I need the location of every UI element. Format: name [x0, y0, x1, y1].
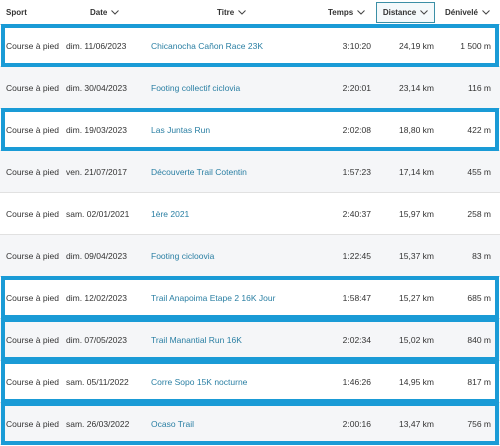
column-header-sport: Sport — [6, 0, 27, 25]
elevation-cell: 1 500 m — [460, 41, 491, 51]
distance-cell: 17,14 km — [399, 167, 434, 177]
column-header-date[interactable]: Date — [90, 0, 120, 25]
elevation-cell: 817 m — [467, 377, 491, 387]
activity-title-link[interactable]: Trail Manantial Run 16K — [151, 335, 242, 345]
activity-title-link[interactable]: Las Juntas Run — [151, 125, 211, 135]
activity-title-link[interactable]: Chicanocha Cañon Race 23K — [151, 41, 263, 51]
time-cell: 2:02:08 — [342, 125, 371, 135]
sport-cell: Course à pied — [6, 40, 59, 51]
activity-title-link[interactable]: 1ère 2021 — [151, 209, 190, 219]
chevron-down-icon — [238, 0, 247, 25]
distance-cell: 18,80 km — [399, 125, 434, 135]
date-cell: sam. 26/03/2022 — [66, 419, 130, 429]
date-cell: sam. 05/11/2022 — [66, 377, 129, 387]
activity-title-link[interactable]: Footing collectif ciclovia — [151, 83, 241, 93]
column-header-titre-label: Titre — [217, 8, 235, 17]
column-header-denivele[interactable]: Dénivelé — [445, 0, 490, 25]
time-cell: 1:58:47 — [342, 293, 371, 303]
date-cell: dim. 30/04/2023 — [66, 83, 127, 93]
activity-title-link[interactable]: Découverte Trail Cotentin — [151, 167, 247, 177]
sport-cell: Course à pied — [6, 166, 59, 177]
column-header-temps-label: Temps — [328, 8, 354, 17]
date-cell: ven. 21/07/2017 — [66, 167, 127, 177]
time-cell: 3:10:20 — [342, 41, 371, 51]
sport-cell: Course à pied — [6, 292, 59, 303]
time-cell: 1:46:26 — [342, 377, 371, 387]
sport-cell: Course à pied — [6, 376, 59, 387]
distance-cell: 14,95 km — [399, 377, 434, 387]
time-cell: 2:00:16 — [342, 419, 371, 429]
distance-cell: 13,47 km — [399, 419, 434, 429]
elevation-cell: 116 m — [468, 83, 491, 93]
time-cell: 1:22:45 — [342, 251, 371, 261]
chevron-down-icon — [357, 0, 366, 25]
sport-cell: Course à pied — [6, 418, 59, 429]
date-cell: dim. 09/04/2023 — [66, 251, 127, 261]
sport-cell: Course à pied — [6, 82, 59, 93]
table-row[interactable]: Course à pied dim. 12/02/2023 Trail Anap… — [0, 276, 500, 319]
chevron-down-icon — [420, 3, 429, 23]
time-cell: 2:02:34 — [342, 335, 371, 345]
table-row[interactable]: Course à pied sam. 05/11/2022 Corre Sopo… — [0, 360, 500, 403]
distance-cell: 24,19 km — [399, 41, 434, 51]
activity-title-link[interactable]: Footing cicloovia — [151, 251, 215, 261]
chevron-down-icon — [482, 0, 490, 25]
table-row[interactable]: Course à pied ven. 21/07/2017 Découverte… — [0, 151, 500, 193]
elevation-cell: 455 m — [467, 167, 491, 177]
elevation-cell: 685 m — [467, 293, 491, 303]
table-row[interactable]: Course à pied dim. 09/04/2023 Footing ci… — [0, 235, 500, 277]
table-row[interactable]: Course à pied sam. 02/01/2021 1ère 2021 … — [0, 193, 500, 235]
column-header-temps[interactable]: Temps — [328, 0, 366, 25]
table-row[interactable]: Course à pied dim. 19/03/2023 Las Juntas… — [0, 108, 500, 151]
column-header-distance-label: Distance — [382, 8, 417, 18]
time-cell: 1:57:23 — [342, 167, 371, 177]
column-header-distance[interactable]: Distance — [376, 2, 435, 23]
sport-cell: Course à pied — [6, 124, 59, 135]
distance-cell: 15,97 km — [399, 209, 434, 219]
distance-cell: 15,27 km — [399, 293, 434, 303]
elevation-cell: 258 m — [467, 209, 491, 219]
column-header-denivele-label: Dénivelé — [445, 8, 478, 17]
sport-cell: Course à pied — [6, 334, 59, 345]
elevation-cell: 840 m — [467, 335, 491, 345]
date-cell: sam. 02/01/2021 — [66, 209, 130, 219]
column-header-date-label: Date — [90, 8, 108, 17]
table-header: Sport Date Titre Temps Distance Dénivelé — [0, 0, 500, 25]
table-row[interactable]: Course à pied dim. 30/04/2023 Footing co… — [0, 67, 500, 109]
column-header-sport-label: Sport — [6, 8, 27, 17]
sport-cell: Course à pied — [6, 250, 59, 261]
activity-title-link[interactable]: Corre Sopo 15K nocturne — [151, 377, 248, 387]
distance-cell: 15,02 km — [399, 335, 434, 345]
table-row[interactable]: Course à pied sam. 26/03/2022 Ocaso Trai… — [0, 402, 500, 445]
table-row[interactable]: Course à pied dim. 11/06/2023 Chicanocha… — [0, 24, 500, 67]
elevation-cell: 422 m — [467, 125, 491, 135]
time-cell: 2:20:01 — [342, 83, 371, 93]
date-cell: dim. 11/06/2023 — [66, 41, 127, 51]
activity-title-link[interactable]: Trail Anapoima Etape 2 16K Jour — [151, 293, 276, 303]
table-row[interactable]: Course à pied dim. 07/05/2023 Trail Mana… — [0, 318, 500, 361]
date-cell: dim. 19/03/2023 — [66, 125, 127, 135]
activity-title-link[interactable]: Ocaso Trail — [151, 419, 194, 429]
distance-cell: 23,14 km — [399, 83, 434, 93]
date-cell: dim. 07/05/2023 — [66, 335, 127, 345]
distance-cell: 15,37 km — [399, 251, 434, 261]
time-cell: 2:40:37 — [342, 209, 371, 219]
date-cell: dim. 12/02/2023 — [66, 293, 127, 303]
elevation-cell: 83 m — [472, 251, 491, 261]
sport-cell: Course à pied — [6, 208, 59, 219]
elevation-cell: 756 m — [467, 419, 491, 429]
column-header-titre[interactable]: Titre — [217, 0, 247, 25]
chevron-down-icon — [111, 0, 120, 25]
